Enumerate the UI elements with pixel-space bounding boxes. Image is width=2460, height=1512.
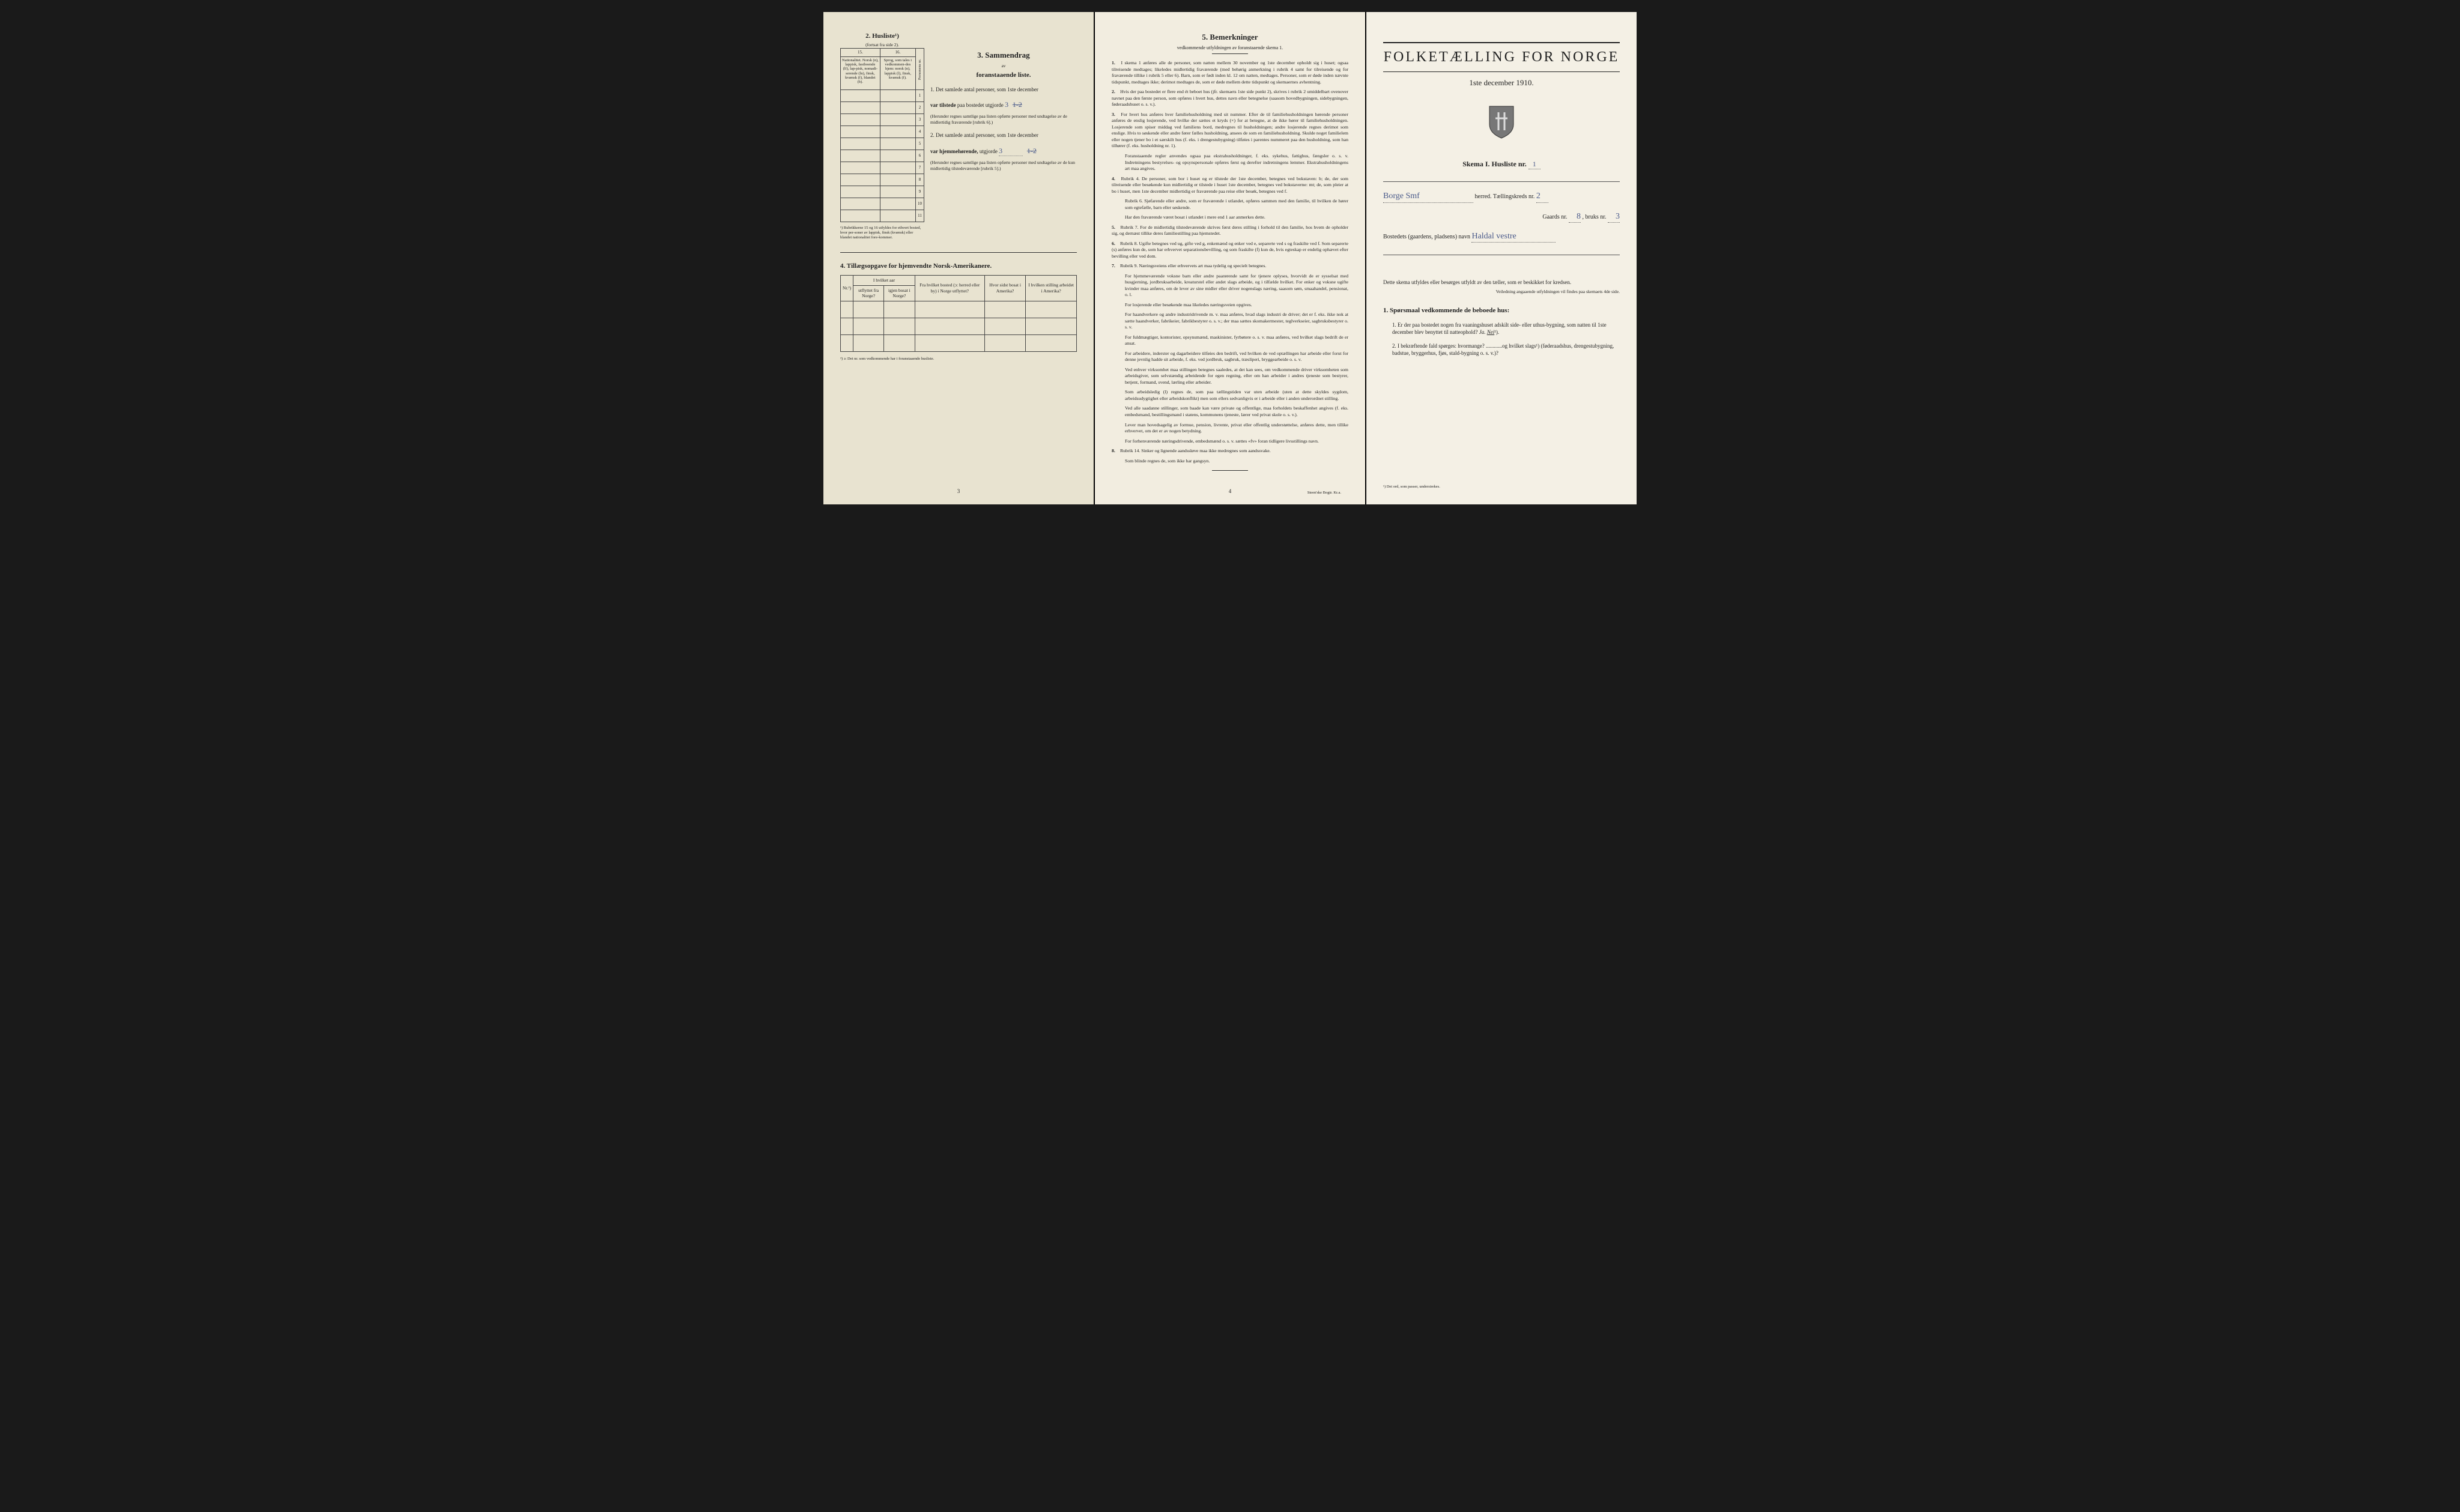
col-ihvilket: I hvilket aar <box>853 275 915 285</box>
gaards-line: Gaards nr. 8 , bruks nr. 3 <box>1383 211 1620 223</box>
bemerk-item: 1. I skema 1 anføres alle de personer, s… <box>1112 60 1348 85</box>
coat-of-arms-icon <box>1383 103 1620 142</box>
page-4: 5. Bemerkninger vedkommende utfyldningen… <box>1095 12 1365 504</box>
col-utflyttet: utflyttet fra Norge? <box>853 285 884 301</box>
sammendrag-item-2: 2. Det samlede antal personer, som 1ste … <box>930 132 1077 171</box>
page-3: 2. Husliste¹) (fortsat fra side 2). 15. … <box>823 12 1094 504</box>
section-3-sammendrag: 3. Sammendrag av foranstaaende liste. 1.… <box>930 30 1077 240</box>
title-block: FOLKETÆLLING FOR NORGE <box>1383 42 1620 72</box>
bruks-nr: 3 <box>1608 211 1620 223</box>
col-stilling: I hvilken stilling arbeidet i Amerika? <box>1026 275 1077 301</box>
bemerk-sub: For hjemmeværende voksne barn eller andr… <box>1125 273 1348 298</box>
row-num: 9 <box>916 186 924 198</box>
bemerk-sub: For haandverkere og andre industridriven… <box>1125 312 1348 331</box>
bemerk-item: 2. Hvis der paa bostedet er flere end ét… <box>1112 89 1348 108</box>
bemerk-sub: Som blinde regnes de, som ikke har gangs… <box>1125 458 1348 465</box>
bosted-line: Bostedets (gaardens, pladsens) navn Hald… <box>1383 231 1620 243</box>
row-num: 7 <box>916 162 924 174</box>
section3-sub1: av <box>930 63 1077 69</box>
side-header: Personens nr. <box>916 49 924 90</box>
skema-line: Skema I. Husliste nr. 1 <box>1383 160 1620 170</box>
section4-title: 4. Tillægsopgave for hjemvendte Norsk-Am… <box>840 262 1077 270</box>
bemerk-sub: For fuldmægtiger, kontorister, opsynsmæn… <box>1125 334 1348 347</box>
section-4-tillaeg: 4. Tillægsopgave for hjemvendte Norsk-Am… <box>840 262 1077 361</box>
row-num: 2 <box>916 102 924 114</box>
section5-title: 5. Bemerkninger <box>1112 32 1348 43</box>
bemerk-item: 4. Rubrik 4. De personer, som bor i huse… <box>1112 176 1348 195</box>
section3-title: 3. Sammendrag <box>930 50 1077 61</box>
sammendrag-item-1: 1. Det samlede antal personer, som 1ste … <box>930 86 1077 125</box>
page-num-3: 3 <box>957 488 960 495</box>
section2-footnote: ¹) Rubrikkerne 15 og 16 utfyldes for eth… <box>840 226 924 240</box>
item1-value: 3 <box>1005 100 1008 109</box>
item2-value: 3 <box>999 147 1002 155</box>
kreds-nr: 2 <box>1536 191 1548 202</box>
row-num: 6 <box>916 150 924 162</box>
bemerk-sub: Ved alle saadanne stillinger, som baade … <box>1125 405 1348 418</box>
col15-desc: Nationalitet. Norsk (n), lappisk, fastbo… <box>841 57 880 90</box>
bemerk-sub: For forhenværende næringsdrivende, embed… <box>1125 438 1348 445</box>
question-1: 1. Er der paa bostedet nogen fra vaaning… <box>1392 321 1620 336</box>
bemerk-item: 7. Rubrik 9. Næringsveiens eller erhverv… <box>1112 263 1348 270</box>
bemerk-sub: Ved enhver virksomhet maa stillingen bet… <box>1125 367 1348 386</box>
question-2: 2. I bekræftende fald spørges: hvormange… <box>1392 342 1620 357</box>
gaards-nr: 8 <box>1569 211 1581 223</box>
bemerk-sub: Har den fraværende været bosat i utlande… <box>1125 214 1348 221</box>
document-spread: 2. Husliste¹) (fortsat fra side 2). 15. … <box>823 12 1637 504</box>
section3-sub2: foranstaaende liste. <box>930 71 1077 79</box>
item1-note: (Herunder regnes samtlige paa listen opf… <box>930 113 1077 125</box>
row-num: 3 <box>916 114 924 126</box>
col-fra: Fra hvilket bosted (ɔ: herred eller by) … <box>915 275 984 301</box>
right-footnote: ¹) Det ord, som passer, understrekes. <box>1383 485 1440 489</box>
col-igjen: igjen bosat i Norge? <box>884 285 915 301</box>
instructions-block: Dette skema utfyldes eller besørges utfy… <box>1383 279 1620 357</box>
bemerk-sub: Lever man hovedsagelig av formue, pensio… <box>1125 422 1348 435</box>
item2-note: (Herunder regnes samtlige paa listen opf… <box>930 160 1077 172</box>
section4-table: Nr.²) I hvilket aar Fra hvilket bosted (… <box>840 275 1077 352</box>
col-15: 15. <box>841 49 880 57</box>
section5-subtitle: vedkommende utfyldningen av foranstaaend… <box>1112 45 1348 51</box>
census-date: 1ste december 1910. <box>1383 78 1620 88</box>
section-2-husliste: 2. Husliste¹) (fortsat fra side 2). 15. … <box>840 30 924 240</box>
col16-desc: Sprog, som tales i vedkommen-des hjem: n… <box>880 57 915 90</box>
husliste-nr: 1 <box>1528 160 1541 170</box>
item1-strike: 1-2 <box>1013 100 1022 109</box>
row-num: 1 <box>916 90 924 102</box>
row-num: 10 <box>916 198 924 210</box>
instruction-note: Veiledning angaaende utfyldningen vil fi… <box>1383 289 1620 295</box>
bemerk-sub: For arbeidere, inderster og dagarbeidere… <box>1125 351 1348 363</box>
bemerk-item: 3. For hvert hus anføres hver familiehus… <box>1112 112 1348 150</box>
row-num: 11 <box>916 210 924 222</box>
bemerk-sub: Rubrik 6. Sjøfarende eller andre, som er… <box>1125 198 1348 211</box>
col-nr: Nr.²) <box>841 275 853 301</box>
row-num: 8 <box>916 174 924 186</box>
main-title: FOLKETÆLLING FOR NORGE <box>1383 48 1620 67</box>
section2-subtitle: (fortsat fra side 2). <box>840 42 924 48</box>
row-num: 5 <box>916 138 924 150</box>
row-num: 4 <box>916 126 924 138</box>
bemerk-sub: Som arbeidsledig (l) regnes de, som paa … <box>1125 389 1348 402</box>
section1-title: 1. Spørsmaal vedkommende de beboede hus: <box>1383 306 1620 315</box>
bemerk-sub: For losjerende eller besøkende maa likel… <box>1125 302 1348 309</box>
herred-value: Borge Smf <box>1383 191 1473 202</box>
printer-credit: Steen'ske Bogtr. Kr.a. <box>1307 491 1341 495</box>
section4-footnote: ²) ɔ: Det nr. som vedkommende har i fora… <box>840 357 1077 361</box>
page-num-4: 4 <box>1229 488 1232 495</box>
bemerkninger-list: 1. I skema 1 anføres alle de personer, s… <box>1112 60 1348 464</box>
husliste-table: 15. 16. Personens nr. Nationalitet. Nors… <box>840 48 924 222</box>
bemerk-item: 5. Rubrik 7. For de midlertidig tilstede… <box>1112 225 1348 237</box>
bemerk-item: 8. Rubrik 14. Sinker og lignende aandssl… <box>1112 448 1348 455</box>
page-1-cover: FOLKETÆLLING FOR NORGE 1ste december 191… <box>1366 12 1637 504</box>
herred-line: Borge Smf herred. Tællingskreds nr. 2 <box>1383 191 1620 202</box>
section2-title: 2. Husliste¹) <box>840 32 924 40</box>
nei-underlined: Nei <box>1487 329 1495 335</box>
instruction-text: Dette skema utfyldes eller besørges utfy… <box>1383 279 1620 286</box>
item2-strike: 1-2 <box>1027 147 1037 155</box>
bemerk-sub: Foranstaaende regler anvendes ogsaa paa … <box>1125 153 1348 172</box>
bosted-navn: Haldal vestre <box>1471 231 1556 243</box>
bemerk-item: 6. Rubrik 8. Ugifte betegnes ved ug, gif… <box>1112 241 1348 260</box>
col-16: 16. <box>880 49 915 57</box>
col-hvor: Hvor sidst bosat i Amerika? <box>984 275 1026 301</box>
